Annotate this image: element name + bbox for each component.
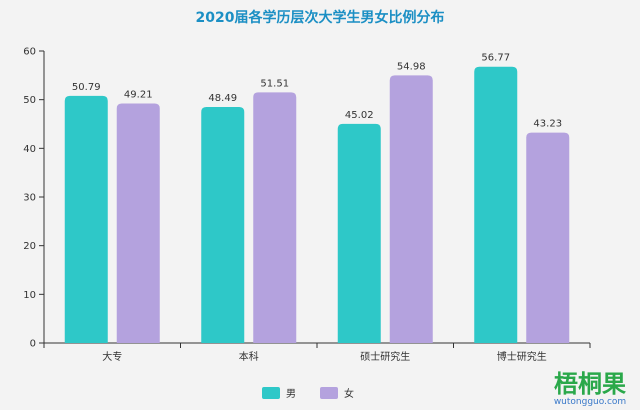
y-tick-label: 20 bbox=[23, 241, 36, 252]
x-category-label: 本科 bbox=[239, 350, 259, 363]
watermark-url: wutongguo.com bbox=[554, 397, 626, 407]
y-tick-label: 0 bbox=[30, 339, 36, 350]
bar bbox=[337, 123, 381, 343]
legend-swatch[interactable] bbox=[262, 387, 280, 399]
x-category-label: 大专 bbox=[102, 350, 122, 363]
bar bbox=[253, 92, 297, 344]
bar bbox=[201, 107, 245, 343]
bar bbox=[474, 66, 518, 343]
data-label: 50.79 bbox=[72, 82, 101, 93]
legend-label[interactable]: 女 bbox=[344, 387, 354, 400]
y-tick-label: 30 bbox=[23, 193, 36, 204]
watermark-logo: 梧桐果 wutongguo.com bbox=[554, 370, 626, 407]
data-label: 54.98 bbox=[397, 61, 426, 72]
bar bbox=[389, 75, 433, 343]
y-tick-label: 10 bbox=[23, 290, 36, 301]
watermark-cn: 梧桐果 bbox=[554, 370, 626, 398]
data-label: 45.02 bbox=[345, 110, 374, 121]
data-label: 43.23 bbox=[533, 119, 562, 130]
data-labels: 50.79 49.21 48.49 51.51 45.02 54.98 56.77 43.23 bbox=[72, 53, 562, 130]
data-label: 56.77 bbox=[481, 53, 510, 64]
bar bbox=[116, 103, 160, 344]
data-label: 48.49 bbox=[208, 93, 237, 104]
data-label: 49.21 bbox=[124, 90, 153, 101]
y-tick-label: 40 bbox=[23, 144, 36, 155]
legend[interactable]: 男女 bbox=[262, 387, 354, 400]
bars bbox=[64, 66, 570, 344]
bar bbox=[64, 95, 108, 344]
chart-title: 2020届各学历层次大学生男女比例分布 bbox=[196, 9, 445, 26]
legend-label[interactable]: 男 bbox=[286, 388, 296, 400]
x-category-label: 博士研究生 bbox=[497, 350, 547, 363]
x-category-label: 硕士研究生 bbox=[360, 350, 410, 363]
bar bbox=[526, 132, 570, 343]
y-tick-label: 50 bbox=[23, 95, 36, 106]
legend-swatch[interactable] bbox=[320, 387, 338, 399]
data-label: 51.51 bbox=[260, 78, 289, 89]
y-tick-label: 60 bbox=[23, 47, 36, 58]
